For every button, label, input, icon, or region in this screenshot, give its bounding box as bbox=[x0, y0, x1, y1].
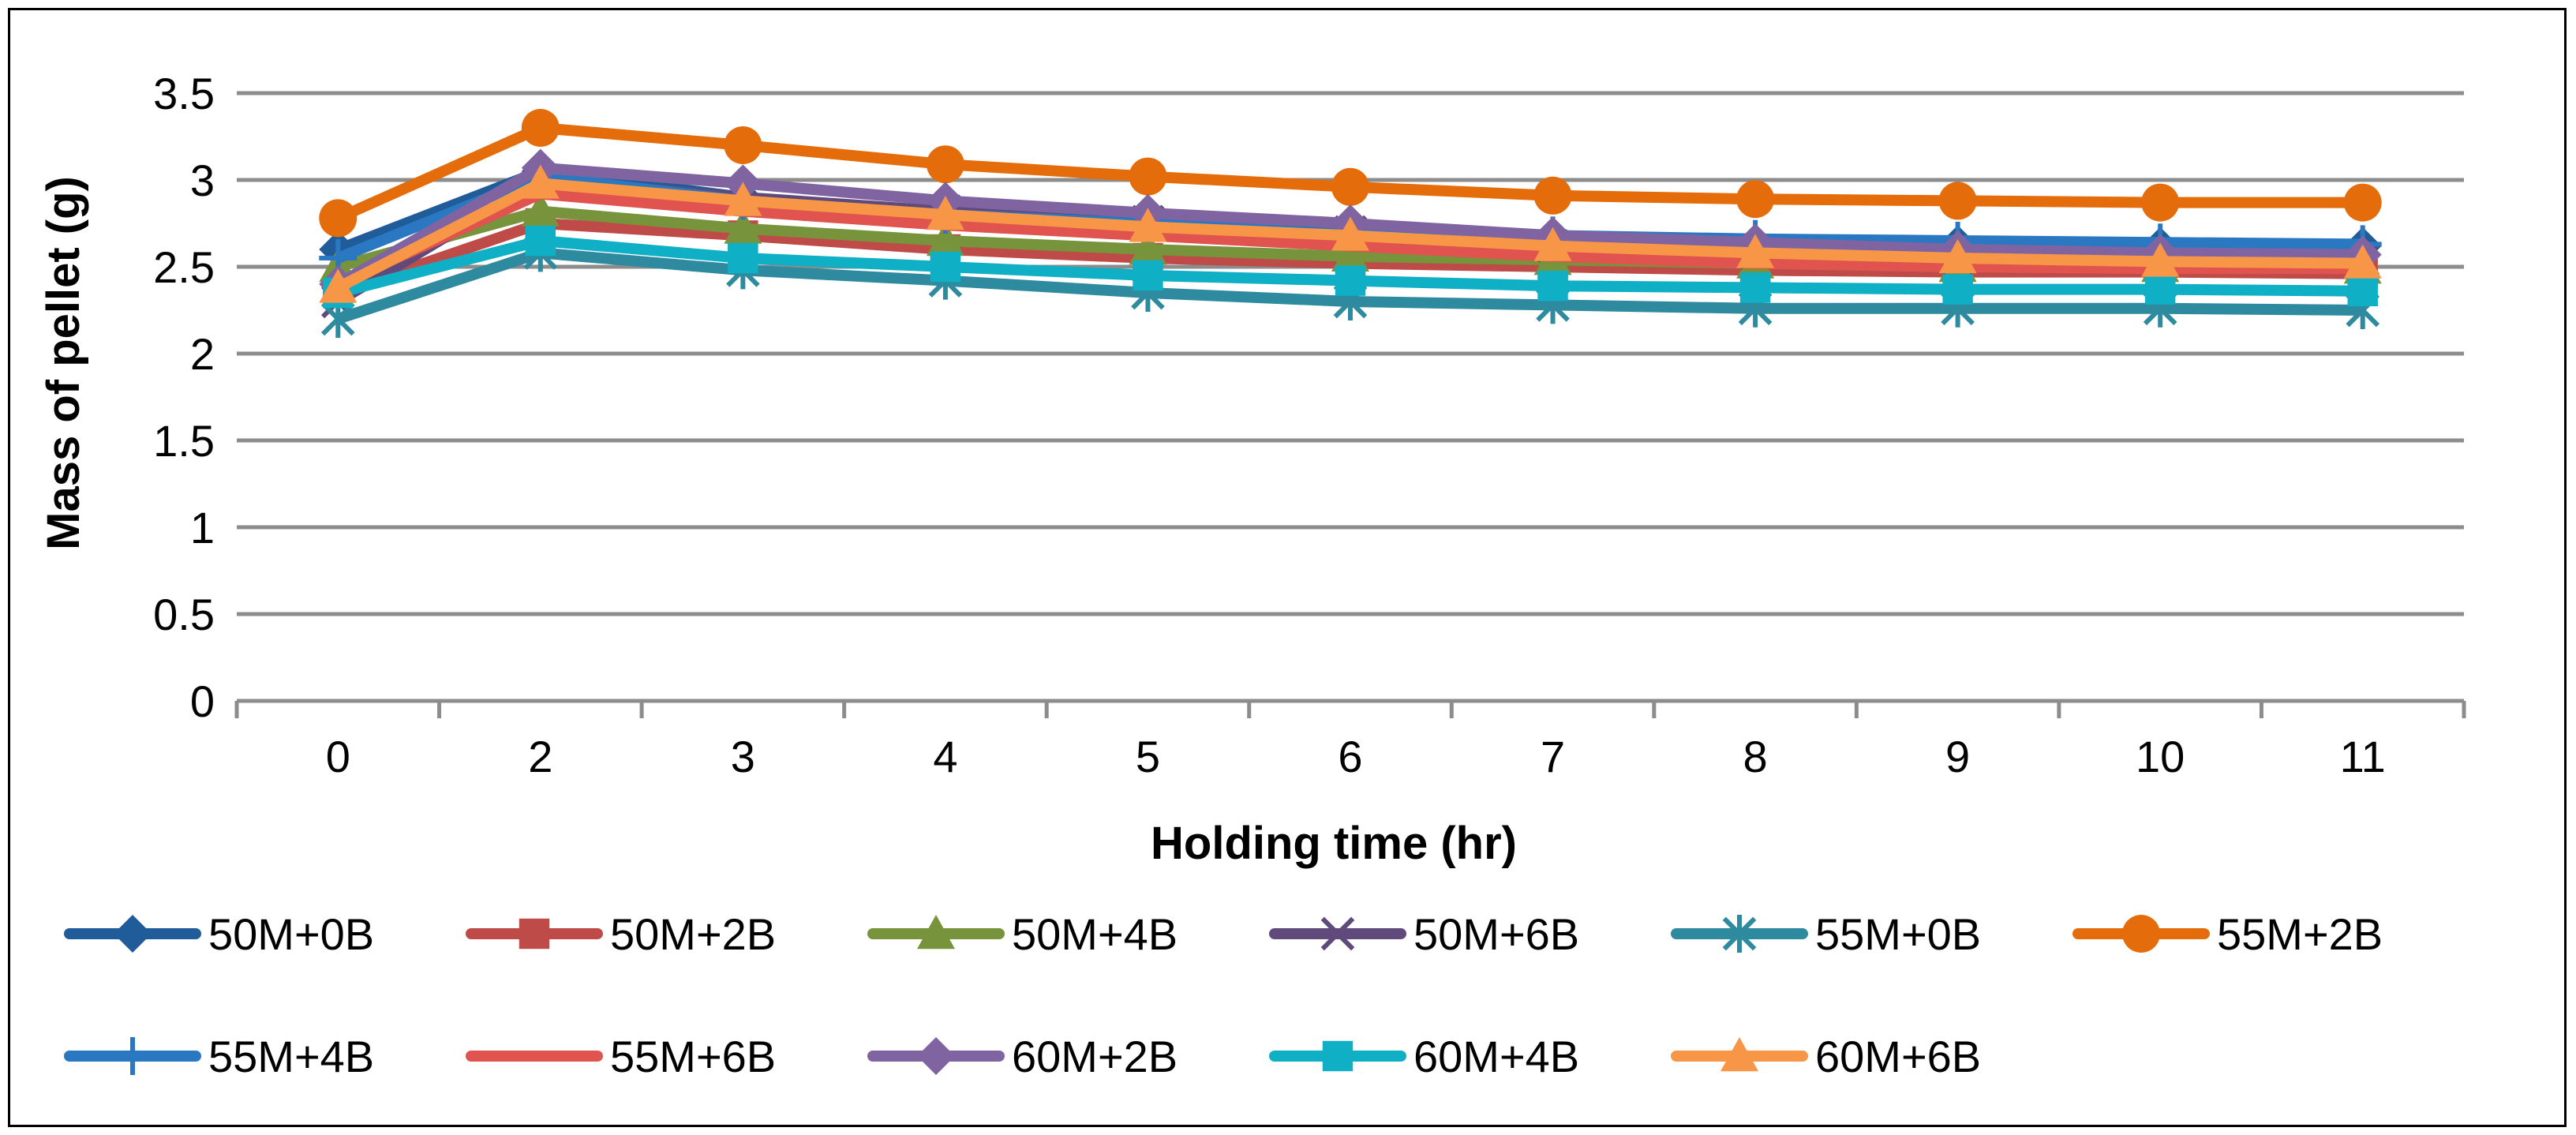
y-tick-label: 3 bbox=[190, 155, 215, 205]
data-point bbox=[1942, 274, 1973, 305]
y-tick-label: 0 bbox=[190, 676, 215, 726]
data-point bbox=[319, 268, 358, 303]
data-point bbox=[1331, 167, 1369, 206]
data-point bbox=[724, 209, 762, 244]
data-point bbox=[1331, 216, 1369, 251]
data-point bbox=[319, 199, 358, 238]
data-point bbox=[724, 126, 762, 164]
x-tick-label: 11 bbox=[2340, 732, 2386, 781]
data-point bbox=[1537, 271, 1568, 302]
legend-item: 60M+2B bbox=[867, 1032, 1178, 1081]
x-tick-label: 3 bbox=[731, 732, 755, 781]
data-point bbox=[2343, 183, 2382, 222]
series-60m-6b bbox=[319, 164, 2382, 303]
legend-label: 55M+6B bbox=[610, 1032, 776, 1081]
legend-marker bbox=[1322, 1040, 1354, 1072]
x-tick-label: 9 bbox=[1945, 732, 1970, 781]
legend-marker bbox=[917, 1037, 955, 1075]
legend-label: 50M+6B bbox=[1413, 909, 1579, 959]
legend-marker bbox=[114, 915, 152, 953]
y-axis-title: Mass of pellet (g) bbox=[38, 176, 89, 550]
data-point bbox=[1533, 176, 1572, 215]
data-point bbox=[1736, 234, 1775, 268]
x-tick-label: 7 bbox=[1541, 732, 1565, 781]
legend-label: 50M+4B bbox=[1012, 909, 1178, 959]
data-point bbox=[2141, 183, 2180, 222]
legend-marker bbox=[114, 1037, 152, 1075]
legend-item: 55M+2B bbox=[2072, 909, 2383, 959]
data-point bbox=[724, 182, 762, 216]
legend-item: 50M+6B bbox=[1269, 909, 1579, 959]
legend-marker bbox=[1320, 916, 1355, 951]
data-point bbox=[926, 145, 964, 184]
data-point bbox=[521, 164, 560, 199]
data-point bbox=[521, 109, 560, 147]
legend-label: 60M+6B bbox=[1815, 1032, 1981, 1081]
data-point bbox=[2144, 274, 2176, 305]
data-point bbox=[2343, 244, 2382, 279]
data-point bbox=[2347, 275, 2378, 306]
data-point bbox=[1739, 272, 1771, 303]
series-group bbox=[319, 109, 2382, 338]
data-point bbox=[1938, 182, 1977, 220]
y-tick-label: 0.5 bbox=[153, 590, 215, 639]
data-point bbox=[930, 251, 961, 283]
y-tick-label: 2 bbox=[190, 329, 215, 379]
legend-item: 50M+4B bbox=[867, 909, 1178, 959]
x-tick-label: 0 bbox=[326, 732, 350, 781]
x-tick-label: 10 bbox=[2136, 732, 2185, 781]
data-point bbox=[926, 196, 964, 230]
data-point bbox=[1129, 157, 1167, 196]
series-55m-2b bbox=[319, 109, 2382, 238]
data-point bbox=[1331, 237, 1369, 272]
legend-marker bbox=[917, 915, 955, 950]
data-point bbox=[1533, 227, 1572, 261]
data-point bbox=[2141, 242, 2180, 277]
x-tick-label: 2 bbox=[528, 732, 552, 781]
data-point bbox=[926, 222, 964, 257]
legend-marker bbox=[1722, 915, 1757, 953]
axes: 0 0.5 1 1.5 2 2.5 3 3.5 0 2 3 4 5 6 7 8 9 10 11 bbox=[153, 69, 2466, 781]
legend-item: 60M+4B bbox=[1269, 1032, 1579, 1081]
data-point bbox=[1736, 180, 1775, 219]
data-point bbox=[521, 192, 560, 227]
y-tick-label: 1.5 bbox=[153, 416, 215, 466]
chart-frame bbox=[8, 8, 2567, 1127]
legend-marker bbox=[2122, 915, 2160, 953]
legend-label: 55M+4B bbox=[208, 1032, 374, 1081]
x-tick-label: 5 bbox=[1136, 732, 1160, 781]
legend-item: 60M+6B bbox=[1671, 1032, 1981, 1081]
legend-marker bbox=[1720, 1037, 1758, 1072]
series-60m-4b bbox=[323, 225, 2378, 309]
legend-label: 55M+2B bbox=[2217, 909, 2383, 959]
data-point bbox=[1129, 208, 1167, 242]
data-point bbox=[525, 225, 556, 257]
legend-label: 55M+0B bbox=[1815, 909, 1981, 959]
y-tick-label: 2.5 bbox=[153, 242, 215, 292]
x-axis-title: Holding time (hr) bbox=[1151, 818, 1517, 869]
legend-label: 60M+2B bbox=[1012, 1032, 1178, 1081]
legend-marker bbox=[519, 918, 550, 950]
legend-label: 50M+0B bbox=[208, 909, 374, 959]
legend-item: 55M+0B bbox=[1671, 909, 1981, 959]
legend-label: 50M+2B bbox=[610, 909, 776, 959]
legend-item: 50M+0B bbox=[64, 909, 374, 959]
legend-item: 50M+2B bbox=[466, 909, 776, 959]
legend-item: 55M+6B bbox=[466, 1032, 776, 1081]
data-point bbox=[1129, 230, 1167, 265]
x-tick-label: 4 bbox=[933, 732, 957, 781]
x-tick-label: 8 bbox=[1743, 732, 1768, 781]
data-point bbox=[1938, 239, 1977, 274]
data-point bbox=[1133, 260, 1163, 291]
legend-item: 55M+4B bbox=[64, 1032, 374, 1081]
y-tick-label: 3.5 bbox=[153, 69, 215, 118]
x-tick-label: 6 bbox=[1338, 732, 1362, 781]
legend-label: 60M+4B bbox=[1413, 1032, 1579, 1081]
data-point bbox=[1335, 265, 1366, 296]
data-point bbox=[728, 242, 758, 274]
legend: 50M+0B 50M+2B 50M+4B 50M+6B 55M+0B 55M+2B 55M+… bbox=[64, 909, 2383, 1081]
y-tick-label: 1 bbox=[190, 503, 215, 553]
